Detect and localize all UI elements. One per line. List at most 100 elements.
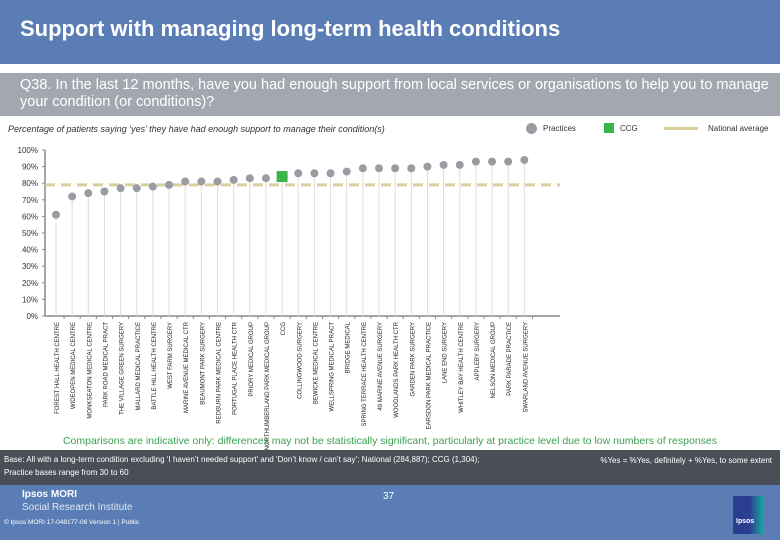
practice-point bbox=[504, 157, 513, 166]
practice-point bbox=[116, 184, 125, 193]
logo-text: Ipsos bbox=[736, 518, 755, 525]
comparison-note: Comparisons are indicative only: differe… bbox=[62, 435, 718, 447]
x-tick-label: EARSDON PARK MEDICAL PRACTICE bbox=[426, 322, 432, 429]
practice-point bbox=[455, 160, 464, 169]
practice-point bbox=[148, 182, 157, 191]
page-number: 37 bbox=[383, 491, 395, 502]
x-tick-label: CCG bbox=[281, 322, 287, 336]
legend-label-practices: Practices bbox=[543, 123, 576, 133]
copyright: © Ipsos MORI 17-048177-06 Version 1 | Pu… bbox=[4, 519, 140, 526]
ccg-point bbox=[276, 171, 288, 183]
practice-point bbox=[132, 184, 141, 193]
practice-point bbox=[471, 157, 480, 166]
practice-point bbox=[245, 174, 254, 183]
practice-point bbox=[197, 177, 206, 186]
y-tick-label: 10% bbox=[22, 295, 38, 304]
base-line-2: Practice bases range from 30 to 60 bbox=[4, 468, 129, 477]
practice-dot-icon bbox=[526, 122, 537, 134]
base-bar: Base: All with a long-term condition exc… bbox=[0, 450, 780, 485]
y-tick-label: 70% bbox=[22, 196, 38, 205]
legend-label-national: National average bbox=[708, 123, 769, 133]
ipsos-logo: Ipsos bbox=[733, 496, 763, 534]
x-tick-label: BRIDGE MEDICAL bbox=[346, 321, 352, 373]
x-tick-label: BATTLE HILL HEALTH CENTRE bbox=[152, 322, 158, 410]
x-tick-label: SPRING TERRACE HEALTH CENTRE bbox=[362, 322, 368, 426]
x-tick-label: WIDEOPEN MEDICAL CENTRE bbox=[71, 322, 77, 409]
y-tick-label: 100% bbox=[18, 146, 38, 155]
chart: 0% 10% 20% 30% 40% 50% 60% 70% 80% 90% 100% FOREST … bbox=[18, 146, 560, 450]
yes-definition: %Yes = %Yes, definitely + %Yes, to some … bbox=[600, 456, 772, 465]
y-tick-label: 30% bbox=[22, 262, 38, 271]
x-tick-label: MALLARD MEDICAL PRACTICE bbox=[136, 322, 142, 410]
x-tick-label: COLLINGWOOD SURGERY bbox=[297, 322, 303, 399]
footer: Ipsos MORI Social Research Institute © I… bbox=[0, 485, 780, 540]
practice-point bbox=[68, 192, 77, 201]
practice-point bbox=[407, 164, 416, 173]
question-text: Q38. In the last 12 months, have you had… bbox=[20, 77, 769, 110]
y-tick-label: 40% bbox=[22, 246, 38, 255]
legend-item-practices: Practices bbox=[526, 120, 576, 136]
practice-point bbox=[213, 177, 222, 186]
practice-point bbox=[342, 167, 351, 176]
x-tick-label: NORTHUMBERLAND PARK MEDICAL GROUP bbox=[265, 322, 271, 450]
legend-item-national: National average bbox=[664, 120, 768, 136]
x-tick-label: WOODLANDS PARK HEALTH CTR bbox=[394, 321, 400, 417]
practice-point bbox=[294, 169, 303, 178]
x-tick-label: THE VILLAGE GREEN SURGERY bbox=[120, 322, 126, 415]
x-tick-label: WELLSPRING MEDICAL PRACT bbox=[330, 322, 336, 412]
y-tick-label: 60% bbox=[22, 212, 38, 221]
x-tick-label: NELSON MEDICAL GROUP bbox=[491, 322, 497, 398]
practice-point bbox=[391, 164, 400, 173]
org-subtitle: Social Research Institute bbox=[22, 502, 133, 513]
practice-point bbox=[165, 180, 174, 189]
legend-label-ccg: CCG bbox=[620, 123, 638, 133]
title-bar: Support with managing long-term health c… bbox=[0, 0, 780, 64]
x-tick-label: MONKSEATON MEDICAL CENTRE bbox=[87, 322, 93, 419]
practice-point bbox=[310, 169, 319, 178]
practice-point bbox=[52, 210, 60, 219]
x-tick-label: GARDEN PARK SURGERY bbox=[410, 322, 416, 396]
x-tick-label: REDBURN PARK MEDICAL CENTRE bbox=[217, 322, 223, 424]
x-tick-label: 49 MARINE AVENUE SURGERY bbox=[378, 322, 384, 410]
x-tick-label: MARINE AVENUE MEDICAL CTR bbox=[184, 321, 190, 413]
x-tick-label: PRIORY MEDICAL GROUP bbox=[249, 322, 255, 397]
y-tick-label: 80% bbox=[22, 179, 38, 188]
org-name: Ipsos MORI bbox=[22, 489, 78, 500]
x-tick-label: PARK ROAD MEDICAL PRACT bbox=[103, 322, 109, 407]
practice-point bbox=[375, 164, 383, 173]
page-title: Support with managing long-term health c… bbox=[20, 16, 561, 41]
x-tick-label: PARK PARADE PRACTICE bbox=[507, 322, 513, 396]
practice-point bbox=[181, 177, 190, 186]
x-tick-label: BEWICKE MEDICAL CENTRE bbox=[313, 322, 319, 404]
x-tick-label: SWARLAND AVENUE SURGERY bbox=[523, 322, 529, 413]
x-tick-label: WEST FARM SURGERY bbox=[168, 322, 174, 389]
practice-point bbox=[520, 155, 529, 164]
national-line-icon bbox=[664, 126, 698, 130]
practice-point bbox=[100, 187, 109, 196]
y-tick-label: 90% bbox=[22, 163, 38, 172]
chart-legend: Practices CCG National average bbox=[520, 120, 780, 136]
x-tick-label: FOREST HALL HEALTH CENTRE bbox=[55, 322, 61, 414]
x-tick-label: PORTUGAL PLACE HEALTH CTR bbox=[233, 321, 239, 415]
chart-subtitle: Percentage of patients saying ‘yes’ they… bbox=[8, 124, 385, 134]
y-tick-label: 20% bbox=[22, 279, 38, 288]
practice-point bbox=[439, 160, 448, 169]
practice-point bbox=[423, 162, 432, 171]
base-text: Base: All with a long-term condition exc… bbox=[4, 453, 480, 479]
practice-point bbox=[261, 174, 270, 183]
practice-point bbox=[488, 157, 497, 166]
x-tick-label: WHITLEY BAY HEALTH CENTRE bbox=[459, 322, 465, 413]
practice-point bbox=[229, 175, 238, 184]
y-tick-label: 0% bbox=[26, 312, 38, 321]
base-line-1: Base: All with a long-term condition exc… bbox=[4, 455, 480, 464]
practice-point bbox=[326, 169, 335, 178]
question-bar: Q38. In the last 12 months, have you had… bbox=[0, 73, 780, 116]
practice-point bbox=[84, 189, 93, 198]
x-tick-label: BEAUMONT PARK SURGERY bbox=[200, 322, 206, 405]
y-tick-label: 50% bbox=[22, 229, 38, 238]
ccg-square-icon bbox=[604, 123, 614, 133]
legend-item-ccg: CCG bbox=[604, 120, 638, 136]
practice-point bbox=[358, 164, 367, 173]
x-tick-label: LANE END SURGERY bbox=[443, 322, 449, 383]
x-tick-label: APPLEBY SURGERY bbox=[475, 322, 481, 380]
